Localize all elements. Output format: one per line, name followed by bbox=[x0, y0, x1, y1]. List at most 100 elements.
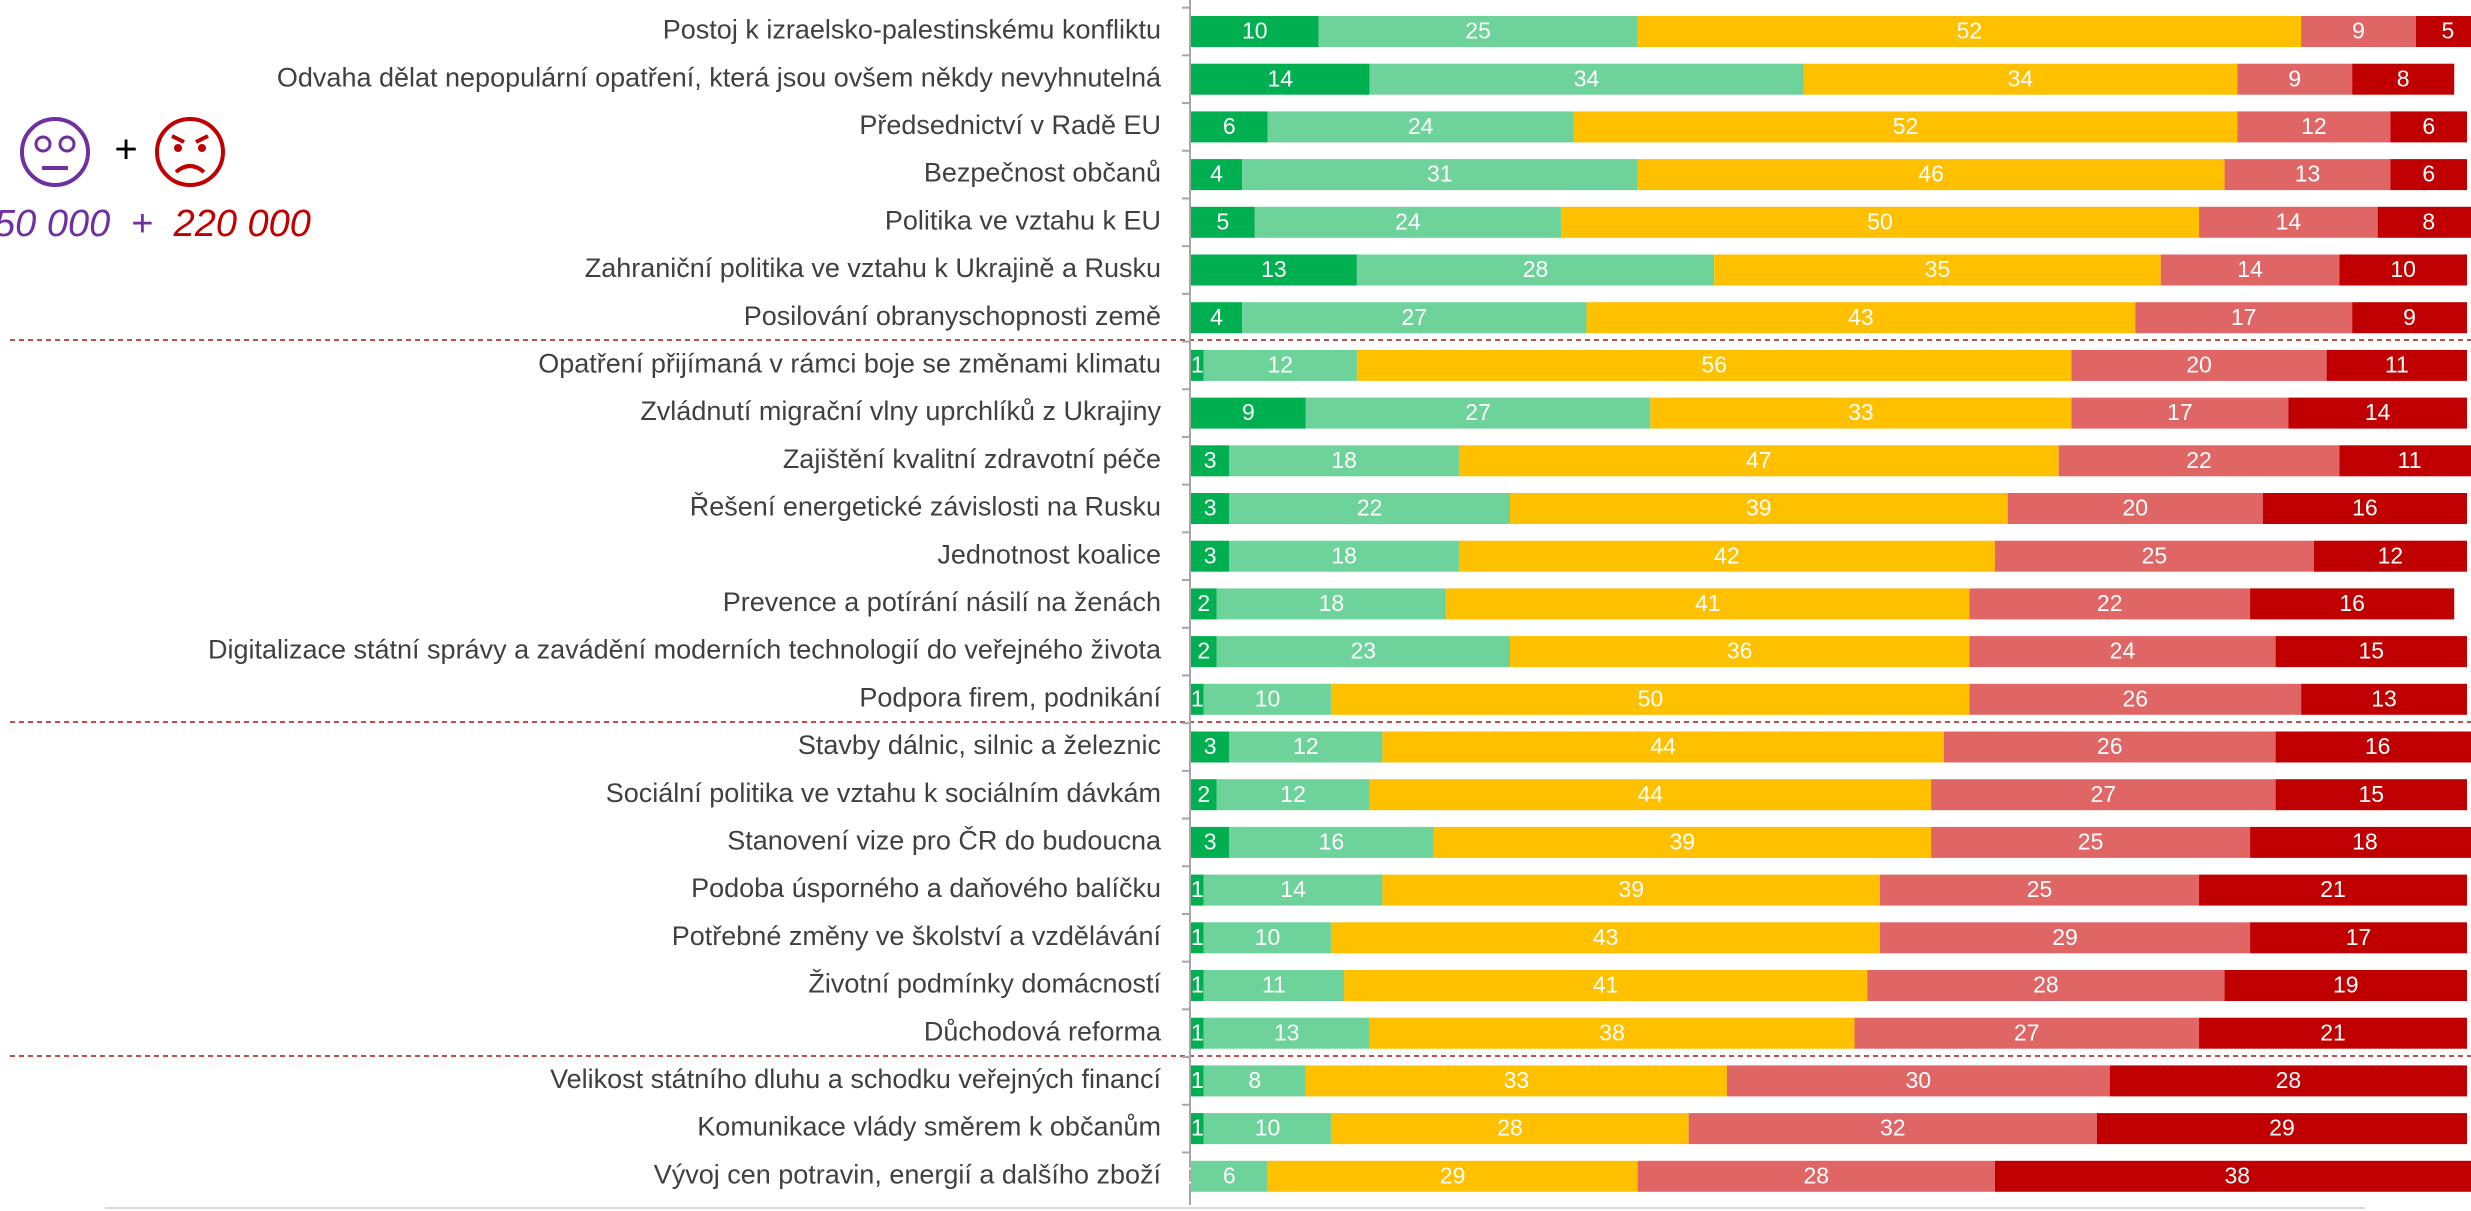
value-label: 21 bbox=[2320, 1019, 2346, 1045]
value-label: 14 bbox=[2276, 208, 2302, 234]
bar-segment bbox=[2237, 111, 2391, 143]
value-label: 12 bbox=[2301, 113, 2327, 139]
bar-segment bbox=[1191, 1160, 1268, 1192]
bar-segment bbox=[1803, 63, 2238, 95]
bar-segment bbox=[1382, 874, 1881, 906]
bar-segment bbox=[2109, 1065, 2467, 1097]
category-label: Digitalizace státní správy a zavádění mo… bbox=[208, 635, 1162, 665]
value-label: 28 bbox=[1497, 1115, 1523, 1141]
bar-segment bbox=[1203, 922, 1332, 954]
value-label: 25 bbox=[2078, 828, 2104, 854]
bar-segment bbox=[1561, 206, 2200, 238]
bar-segment bbox=[1229, 493, 1510, 524]
value-label: 13 bbox=[2295, 161, 2321, 187]
value-label: 36 bbox=[1727, 638, 1753, 664]
category-label: Postoj k izraelsko-palestinskému konflik… bbox=[663, 15, 1161, 45]
value-label: 1 bbox=[1191, 1019, 1204, 1045]
bar-segment bbox=[1650, 397, 2072, 429]
plus: + bbox=[131, 203, 153, 245]
bar-segment bbox=[1216, 779, 1370, 811]
value-label: 25 bbox=[2027, 876, 2053, 902]
bar-segment bbox=[1267, 1160, 1638, 1192]
value-label: 2 bbox=[1197, 590, 1210, 616]
value-label: 20 bbox=[2186, 351, 2212, 377]
bar-segment bbox=[1969, 636, 2276, 668]
bar-segment bbox=[1229, 826, 1434, 858]
icon-neutral bbox=[20, 117, 90, 187]
value-label: 26 bbox=[2122, 685, 2148, 711]
category-label: Opatření přijímaná v rámci boje se změna… bbox=[538, 349, 1161, 379]
category-label: Předsednictví v Radě EU bbox=[859, 110, 1161, 140]
category-label: Posilování obranyschopnosti země bbox=[744, 301, 1161, 331]
bar-segment bbox=[1191, 16, 1319, 47]
bar-segment bbox=[1203, 1065, 1306, 1097]
value-label: 3 bbox=[1204, 542, 1217, 568]
value-label: 10 bbox=[2390, 256, 2416, 282]
value-label: 1 bbox=[1191, 685, 1204, 711]
bar-segment bbox=[1331, 1113, 1689, 1145]
bar-segment bbox=[2339, 445, 2471, 477]
bar-segment bbox=[2224, 970, 2467, 1001]
value-label: 14 bbox=[2365, 399, 2391, 425]
bar-segment bbox=[1267, 111, 1574, 143]
value-label: 38 bbox=[1599, 1019, 1625, 1045]
bar-segment bbox=[2160, 254, 2340, 286]
bar-segment bbox=[1191, 206, 1255, 238]
bar-segment bbox=[2058, 445, 2340, 477]
bar-segment bbox=[2275, 731, 2471, 763]
value-label: 34 bbox=[1574, 65, 1600, 91]
value-label: 8 bbox=[2397, 65, 2410, 91]
value-label: 6 bbox=[2422, 113, 2435, 139]
bar-segment bbox=[1191, 302, 1243, 334]
value-label: 22 bbox=[2097, 590, 2123, 616]
bar-segment bbox=[1191, 1113, 1204, 1145]
bar-segment bbox=[1433, 826, 1932, 858]
bar-segment bbox=[1191, 254, 1357, 286]
value-label: 52 bbox=[1957, 18, 1983, 44]
value-label: 31 bbox=[1427, 161, 1453, 187]
value-label: 14 bbox=[2237, 256, 2263, 282]
value-label: 1 bbox=[1191, 972, 1204, 998]
value-label: 13 bbox=[1261, 256, 1287, 282]
value-label: 18 bbox=[1331, 542, 1357, 568]
plus: + bbox=[114, 128, 137, 172]
bar-segment bbox=[1191, 874, 1204, 906]
bar-segment bbox=[1203, 683, 1332, 715]
value-label: 18 bbox=[1319, 590, 1345, 616]
value-label: 14 bbox=[1268, 65, 1294, 91]
bar-segment bbox=[1191, 588, 1217, 620]
bar-segment bbox=[1191, 922, 1204, 954]
value-label: 6 bbox=[2422, 161, 2435, 187]
value-label: 27 bbox=[1465, 399, 1491, 425]
value-label: 16 bbox=[2339, 590, 2365, 616]
value-label: 32 bbox=[1880, 1115, 1906, 1141]
value-label: 22 bbox=[2186, 447, 2212, 473]
bar-segment bbox=[1356, 254, 1715, 286]
counts: 50 000 + 220 000 bbox=[0, 203, 311, 245]
bar-segment bbox=[1446, 588, 1970, 620]
bar-segment bbox=[1216, 636, 1510, 668]
bar-segment bbox=[1229, 445, 1459, 477]
value-label: 12 bbox=[1293, 733, 1319, 759]
bar-segment bbox=[1331, 922, 1881, 954]
value-label: 13 bbox=[1274, 1019, 1300, 1045]
icon-angry bbox=[155, 117, 225, 187]
count-b: 220 000 bbox=[173, 203, 311, 245]
bar-segment bbox=[2275, 779, 2467, 811]
value-label: 10 bbox=[1242, 18, 1268, 44]
bar-segment bbox=[2007, 493, 2263, 524]
bar-segment bbox=[1203, 1113, 1332, 1145]
bar-segment bbox=[1305, 397, 1651, 429]
bar-segment bbox=[2288, 397, 2467, 429]
bar-segment bbox=[1573, 111, 2238, 143]
value-label: 17 bbox=[2167, 399, 2193, 425]
bar-segment bbox=[2390, 159, 2467, 191]
bar-segment bbox=[1305, 1065, 1727, 1097]
bar-segment bbox=[1242, 159, 1638, 191]
category-label: Stanovení vize pro ČR do budoucna bbox=[727, 825, 1162, 856]
bar-segment bbox=[2390, 111, 2467, 143]
bar-segment bbox=[1969, 683, 2302, 715]
bar-segment bbox=[1931, 779, 2276, 811]
value-label: 2 bbox=[1197, 781, 1210, 807]
value-label: 42 bbox=[1714, 542, 1740, 568]
